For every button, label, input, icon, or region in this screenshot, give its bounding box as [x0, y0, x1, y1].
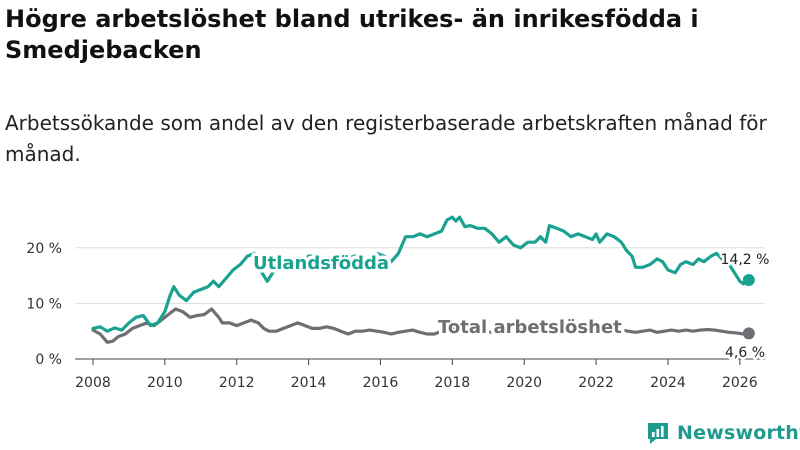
end-value-label-total-halo: 4,6 %	[725, 345, 765, 361]
x-tick-label: 2008	[75, 375, 111, 391]
x-tick-label: 2022	[578, 375, 614, 391]
brand-name: Newsworthy	[677, 422, 800, 444]
x-tick-label: 2016	[363, 375, 399, 391]
x-tick-label: 2014	[291, 375, 327, 391]
end-value-label-total: 4,6 %	[725, 345, 765, 361]
series-label-utlandsfodda: Utlandsfödda	[253, 253, 389, 274]
y-tick-label: 20 %	[26, 241, 62, 257]
series-line-utlandsfodda	[91, 215, 751, 333]
series-label-total: Total arbetslöshet	[438, 317, 622, 338]
x-tick-label: 2026	[722, 375, 758, 391]
series-label-total-halo: Total arbetslöshet	[438, 317, 622, 338]
end-point-total	[742, 327, 755, 340]
newsworthy-logo-icon	[648, 423, 668, 444]
x-tick-label: 2010	[147, 375, 183, 391]
x-tick-label: 2024	[650, 375, 686, 391]
series-label-utlandsfodda-halo: Utlandsfödda	[253, 253, 389, 274]
y-tick-label: 10 %	[26, 296, 62, 312]
x-tick-label: 2018	[435, 375, 471, 391]
line-chart: 0 % 10 % 20 % 2008 2010 2012 2014 2016 2018 2020 2…	[26, 215, 770, 391]
y-tick-label: 0 %	[35, 352, 62, 368]
chart-title: Högre arbetslöshet bland utrikes- än inr…	[5, 5, 699, 64]
series-line-total	[91, 307, 751, 344]
end-value-label-utlandsfodda: 14,2 %	[721, 252, 770, 268]
chart-subtitle: Arbetssökande som andel av den registerb…	[5, 111, 767, 166]
x-tick-label: 2012	[219, 375, 255, 391]
brand-logo: Newsworthy	[645, 420, 800, 446]
x-tick-label: 2020	[506, 375, 542, 391]
end-point-utlandsfodda	[742, 274, 755, 287]
end-value-label-utlandsfodda-halo: 14,2 %	[721, 252, 770, 268]
